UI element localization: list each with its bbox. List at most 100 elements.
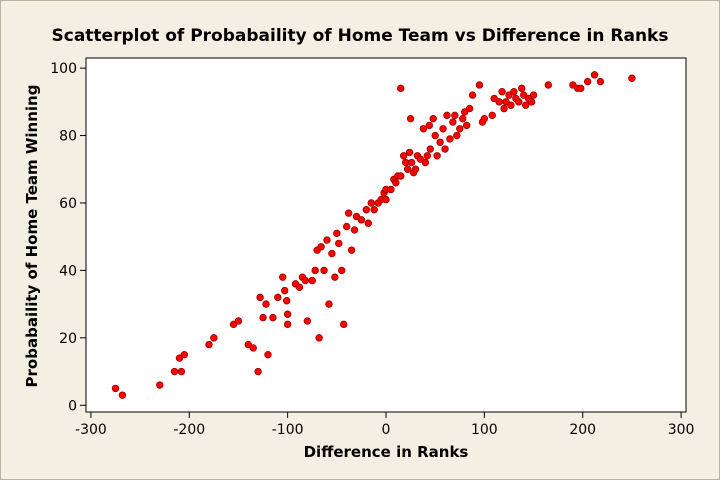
x-tick-label: -100 bbox=[272, 422, 304, 438]
data-point bbox=[338, 266, 346, 275]
data-point bbox=[262, 300, 270, 308]
data-point bbox=[453, 131, 461, 140]
data-point bbox=[411, 165, 420, 173]
x-tick-label: 100 bbox=[471, 422, 498, 438]
y-axis: 0 20 40 60 80 100 bbox=[50, 61, 86, 414]
x-axis-label: Difference in Ranks bbox=[304, 443, 469, 461]
data-point bbox=[274, 293, 282, 302]
data-point bbox=[468, 91, 477, 99]
data-point bbox=[328, 249, 336, 258]
x-tick-label: -200 bbox=[173, 422, 205, 438]
data-point bbox=[256, 293, 264, 302]
data-point bbox=[350, 226, 359, 234]
data-point bbox=[465, 104, 474, 113]
data-point bbox=[397, 84, 405, 93]
data-point bbox=[301, 276, 310, 285]
data-point bbox=[451, 111, 459, 120]
data-point bbox=[459, 114, 467, 123]
data-point bbox=[507, 101, 515, 109]
data-point bbox=[628, 74, 636, 82]
data-point bbox=[462, 121, 471, 130]
data-point bbox=[283, 310, 292, 318]
data-point bbox=[170, 367, 179, 376]
data-point bbox=[400, 152, 408, 160]
data-point bbox=[317, 243, 325, 251]
data-point bbox=[423, 152, 432, 160]
data-point bbox=[283, 320, 292, 329]
data-point bbox=[495, 98, 503, 106]
data-points bbox=[111, 71, 636, 399]
data-point bbox=[357, 216, 366, 224]
x-tick-label: 0 bbox=[382, 422, 391, 438]
x-tick-label: 300 bbox=[668, 422, 695, 438]
data-point bbox=[308, 276, 316, 285]
data-point bbox=[498, 88, 506, 96]
data-point bbox=[323, 236, 331, 244]
data-point bbox=[111, 384, 120, 393]
data-point bbox=[315, 334, 323, 342]
data-point bbox=[205, 340, 213, 349]
x-tick-label: -300 bbox=[75, 422, 107, 438]
data-point bbox=[475, 81, 484, 89]
data-point bbox=[480, 114, 489, 123]
data-point bbox=[249, 344, 257, 352]
data-point bbox=[590, 71, 599, 79]
data-point bbox=[426, 145, 434, 153]
data-point bbox=[210, 334, 218, 342]
data-point bbox=[344, 209, 353, 217]
data-point bbox=[387, 185, 395, 194]
data-point bbox=[500, 104, 508, 113]
data-point bbox=[406, 114, 415, 123]
data-point bbox=[456, 125, 464, 133]
data-point bbox=[510, 88, 518, 96]
data-point bbox=[433, 152, 441, 160]
data-point bbox=[347, 246, 356, 254]
data-point bbox=[439, 125, 447, 133]
data-point bbox=[335, 239, 343, 248]
data-point bbox=[407, 158, 416, 167]
data-point bbox=[118, 391, 127, 399]
data-point bbox=[234, 317, 243, 325]
data-point bbox=[403, 165, 412, 173]
data-point bbox=[156, 381, 164, 389]
data-point bbox=[367, 199, 375, 207]
data-point bbox=[320, 266, 328, 275]
data-point bbox=[425, 121, 433, 130]
data-point bbox=[311, 266, 319, 275]
data-point bbox=[488, 111, 496, 120]
data-point bbox=[583, 77, 592, 86]
data-point bbox=[436, 138, 444, 146]
data-point bbox=[331, 273, 339, 281]
data-point bbox=[443, 111, 451, 120]
data-point bbox=[521, 101, 530, 109]
data-point bbox=[449, 118, 457, 126]
data-point bbox=[362, 206, 371, 214]
data-point bbox=[177, 367, 186, 376]
data-point bbox=[370, 206, 378, 214]
data-point bbox=[431, 131, 439, 140]
data-point bbox=[325, 300, 333, 308]
x-axis: -300 -200 -100 0 100 200 300 bbox=[75, 412, 694, 438]
data-point bbox=[529, 91, 538, 99]
data-point bbox=[282, 297, 291, 305]
y-tick-label: 80 bbox=[59, 129, 77, 145]
data-point bbox=[577, 84, 585, 93]
y-tick-label: 0 bbox=[68, 398, 77, 414]
data-point bbox=[364, 219, 372, 227]
data-point bbox=[333, 229, 341, 238]
data-point bbox=[295, 283, 304, 291]
data-point bbox=[397, 172, 405, 180]
data-point bbox=[527, 98, 536, 106]
data-point bbox=[518, 84, 526, 93]
y-tick-label: 100 bbox=[50, 61, 77, 77]
y-tick-label: 40 bbox=[59, 263, 77, 279]
data-point bbox=[405, 148, 414, 157]
data-point bbox=[264, 350, 272, 359]
data-point bbox=[180, 350, 189, 359]
y-tick-label: 20 bbox=[59, 331, 77, 347]
chart-title: Scatterplot of Probabaility of Home Team… bbox=[52, 26, 669, 46]
data-point bbox=[419, 125, 428, 133]
data-point bbox=[446, 135, 454, 143]
data-point bbox=[421, 158, 430, 167]
